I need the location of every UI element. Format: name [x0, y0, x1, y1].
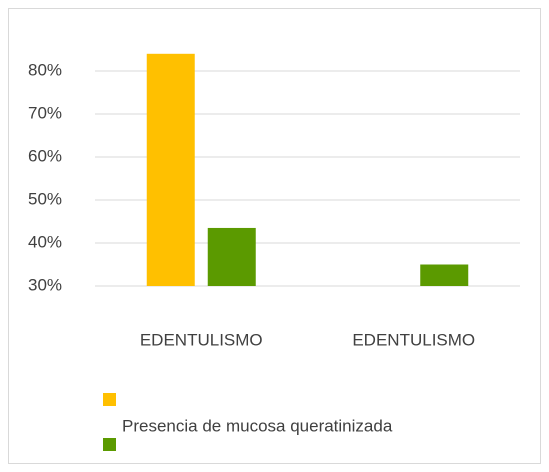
bar	[146, 53, 195, 286]
bar	[420, 264, 469, 286]
y-tick-label: 30%	[28, 275, 62, 294]
y-tick-label: 50%	[28, 189, 62, 208]
x-tick-label: EDENTULISMO	[140, 330, 263, 349]
legend-swatch	[103, 438, 116, 451]
bar	[207, 227, 256, 286]
legend-label: Presencia de mucosa queratinizada	[122, 416, 393, 435]
y-tick-label: 60%	[28, 146, 62, 165]
y-tick-label: 80%	[28, 60, 62, 79]
y-tick-label: 40%	[28, 232, 62, 251]
chart-border	[8, 8, 541, 464]
legend-swatch	[103, 393, 116, 406]
x-tick-label: EDENTULISMO	[352, 330, 475, 349]
y-tick-label: 70%	[28, 103, 62, 122]
